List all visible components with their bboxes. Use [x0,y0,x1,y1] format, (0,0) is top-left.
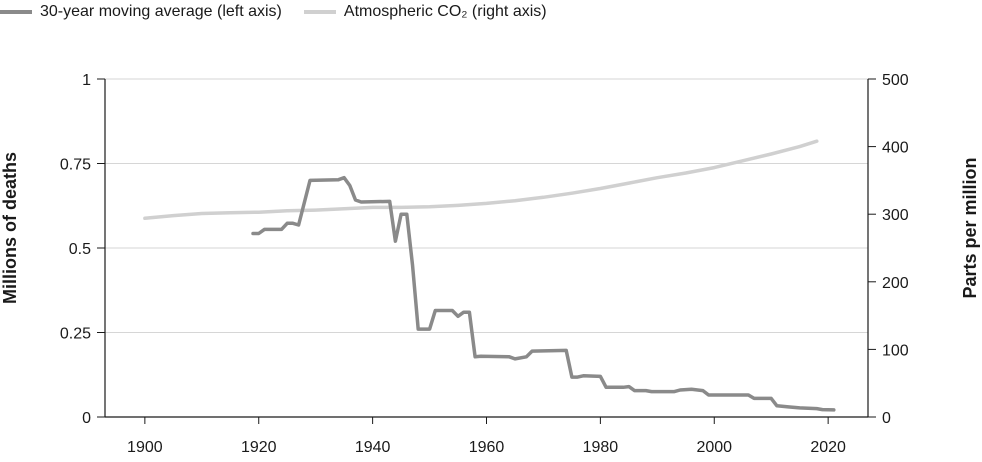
legend-item-moving-average: 30-year moving average (left axis) [0,3,282,21]
series-lines [143,139,836,412]
legend-swatch-moving-average [0,10,32,14]
legend-label-co2: Atmospheric CO₂ (right axis) [343,3,547,20]
x-tick-label: 1900 [127,439,163,456]
left-tick-label: 0 [82,410,91,427]
right-tick-label: 200 [882,275,909,292]
right-tick-label: 500 [882,72,909,89]
left-tick-label: 0.5 [69,241,91,258]
x-tick-label: 1920 [241,439,277,456]
x-tick-label: 2000 [696,439,732,456]
moving-average-line [251,175,836,412]
grid-lines [105,78,868,333]
left-tick-label: 0.25 [60,326,91,343]
right-tick-label: 400 [882,140,909,157]
right-axis-title: Parts per million [960,157,980,298]
x-tick-label: 1960 [469,439,505,456]
x-tick-label: 1980 [583,439,619,456]
x-tick-label: 2020 [810,439,846,456]
right-tick-label: 100 [882,342,909,359]
right-tick-label: 0 [882,410,891,427]
x-tick-label: 1940 [355,439,391,456]
legend-item-co2: Atmospheric CO₂ (right axis) [303,3,547,21]
chart-legend: 30-year moving average (left axis) Atmos… [0,0,569,24]
left-axis-title: Millions of deaths [0,152,20,304]
tick-labels: 0 0.25 0.5 0.75 1 0 100 200 300 400 500 1900 1920 194… [60,72,909,456]
left-tick-label: 0.75 [60,157,91,174]
legend-label-moving-average: 30-year moving average (left axis) [40,3,282,20]
right-tick-label: 300 [882,207,909,224]
co2-line [143,139,819,221]
left-tick-label: 1 [82,72,91,89]
legend-swatch-co2 [303,10,336,14]
axes [97,78,876,424]
